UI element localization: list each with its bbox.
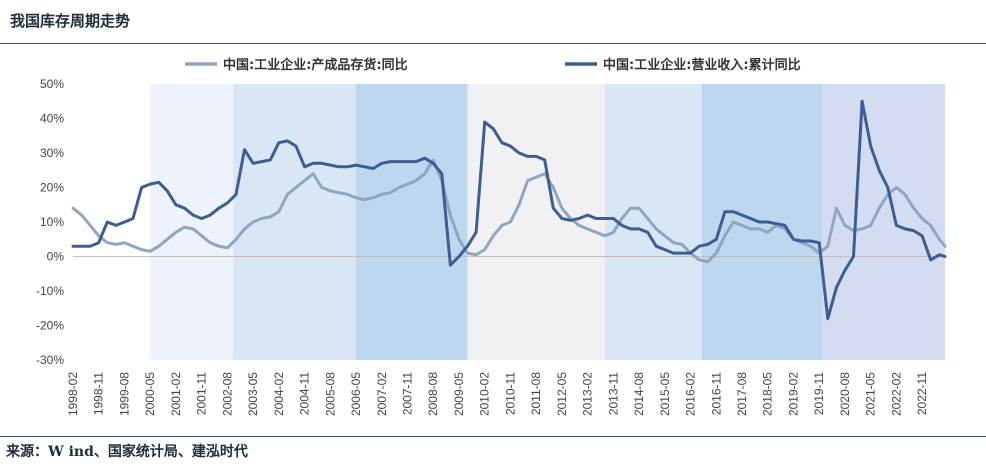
x-tick-label: 2012-05 [555,372,569,416]
legend: 中国:工业企业:产成品存货:同比 中国:工业企业:营业收入:累计同比 [185,57,801,73]
shaded-period-3 [356,84,468,360]
y-tick-label: -20% [36,319,64,333]
y-tick-label: 0% [47,250,65,264]
x-tick-label: 2006-05 [349,372,363,416]
x-tick-label: 2001-02 [169,372,183,416]
y-tick-label: 50% [40,77,64,91]
x-tick-label: 2000-05 [143,372,157,416]
x-tick-label: 2004-11 [298,372,312,415]
x-tick-label: 2001-11 [195,372,209,415]
x-tick-label: 2002-08 [220,372,234,416]
x-tick-label: 2021-05 [864,372,878,416]
legend-label-1: 中国:工业企业:产成品存货:同比 [223,57,408,73]
x-tick-label: 2013-11 [606,372,620,415]
x-tick-label: 2010-02 [478,372,492,416]
x-tick-label: 1998-11 [92,372,106,415]
x-tick-label: 1998-02 [66,372,80,416]
y-axis-ticks: -30% -20% -10% 0% 10% 20% 30% 40% 50% [36,77,64,367]
x-tick-label: 2018-05 [761,372,775,416]
y-tick-label: 20% [40,181,64,195]
x-tick-label: 2016-02 [684,372,698,416]
x-tick-label: 2017-08 [735,372,749,416]
x-tick-label: 2019-02 [786,372,800,416]
x-tick-label: 2007-02 [375,372,389,416]
footer-divider [0,436,986,437]
y-tick-label: 30% [40,146,64,160]
x-tick-label: 2009-05 [452,372,466,416]
x-tick-label: 2007-11 [401,372,415,415]
x-axis-ticks: 1998-02 1998-11 1999-08 2000-05 2001-02 2001-… [66,372,929,416]
x-tick-label: 2013-02 [581,372,595,416]
x-tick-label: 2008-08 [426,372,440,416]
x-tick-label: 2020-08 [838,372,852,416]
x-tick-label: 2003-05 [246,372,260,416]
x-tick-label: 2015-05 [658,372,672,416]
x-tick-label: 2005-08 [323,372,337,416]
x-tick-label: 2011-08 [529,372,543,415]
legend-label-2: 中国:工业企业:营业收入:累计同比 [603,57,801,73]
x-tick-label: 2019-11 [812,372,826,415]
x-tick-label: 2014-08 [632,372,646,416]
shaded-period-1 [150,84,233,360]
x-tick-label: 2022-02 [889,372,903,416]
x-tick-label: 2004-02 [272,372,286,416]
chart-svg: -30%-20%-10%0%10%20%30%40%50% 1998-02 199… [0,0,986,436]
y-tick-label: -10% [36,284,64,298]
shaded-periods [150,84,945,360]
x-tick-label: 2022-11 [915,372,929,415]
x-tick-label: 2010-11 [503,372,517,415]
y-tick-label: -30% [36,353,64,367]
y-tick-label: 10% [40,215,64,229]
source-note: 来源：W ind、国家统计局、建泓时代 [6,441,248,461]
x-tick-label: 1999-08 [117,372,131,416]
y-tick-label: 40% [40,112,64,126]
x-tick-label: 2016-11 [709,372,723,415]
